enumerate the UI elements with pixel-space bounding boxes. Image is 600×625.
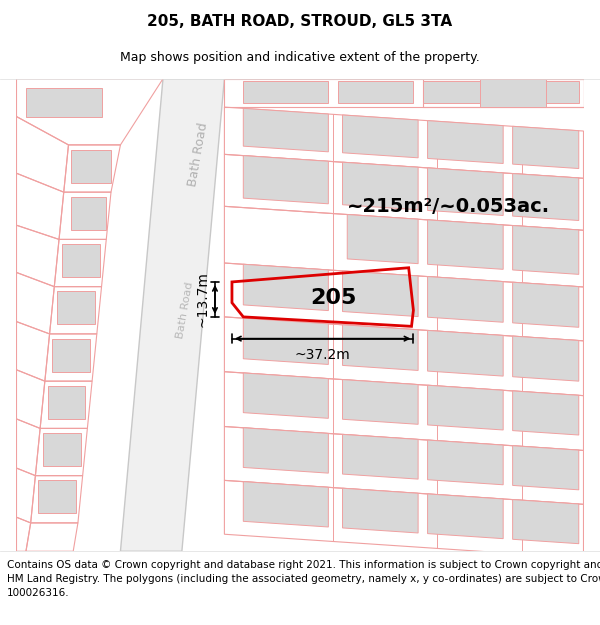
Polygon shape bbox=[512, 336, 579, 381]
Polygon shape bbox=[343, 325, 418, 371]
Polygon shape bbox=[244, 318, 328, 364]
Polygon shape bbox=[347, 214, 418, 264]
Polygon shape bbox=[71, 149, 111, 182]
Polygon shape bbox=[428, 220, 503, 269]
Polygon shape bbox=[428, 440, 503, 485]
Polygon shape bbox=[428, 121, 503, 164]
Polygon shape bbox=[244, 108, 328, 152]
Polygon shape bbox=[244, 81, 328, 103]
Polygon shape bbox=[428, 494, 503, 539]
Polygon shape bbox=[428, 168, 503, 216]
Polygon shape bbox=[38, 481, 76, 514]
Polygon shape bbox=[71, 197, 106, 230]
Text: ~37.2m: ~37.2m bbox=[295, 348, 350, 362]
Polygon shape bbox=[479, 79, 546, 107]
Polygon shape bbox=[343, 162, 418, 210]
Polygon shape bbox=[423, 81, 499, 103]
Text: Contains OS data © Crown copyright and database right 2021. This information is : Contains OS data © Crown copyright and d… bbox=[7, 560, 600, 598]
Polygon shape bbox=[428, 277, 503, 322]
Polygon shape bbox=[343, 271, 418, 317]
Polygon shape bbox=[512, 226, 579, 274]
Polygon shape bbox=[512, 174, 579, 221]
Polygon shape bbox=[244, 373, 328, 418]
Polygon shape bbox=[43, 433, 81, 466]
Polygon shape bbox=[343, 434, 418, 479]
Polygon shape bbox=[26, 88, 101, 116]
Polygon shape bbox=[338, 81, 413, 103]
Polygon shape bbox=[57, 291, 95, 324]
Polygon shape bbox=[428, 331, 503, 376]
Text: 205: 205 bbox=[310, 288, 356, 308]
Text: ~13.7m: ~13.7m bbox=[195, 271, 209, 328]
Text: Bath Road: Bath Road bbox=[175, 281, 194, 339]
Polygon shape bbox=[121, 79, 224, 551]
Text: Bath Road: Bath Road bbox=[186, 121, 210, 188]
Polygon shape bbox=[512, 282, 579, 328]
Text: 205, BATH ROAD, STROUD, GL5 3TA: 205, BATH ROAD, STROUD, GL5 3TA bbox=[148, 14, 452, 29]
Polygon shape bbox=[244, 156, 328, 204]
Polygon shape bbox=[62, 244, 100, 278]
Text: Map shows position and indicative extent of the property.: Map shows position and indicative extent… bbox=[120, 51, 480, 64]
Polygon shape bbox=[428, 385, 503, 430]
Text: ~215m²/~0.053ac.: ~215m²/~0.053ac. bbox=[347, 197, 550, 216]
Polygon shape bbox=[343, 115, 418, 158]
Polygon shape bbox=[508, 81, 579, 103]
Polygon shape bbox=[47, 386, 85, 419]
Polygon shape bbox=[512, 391, 579, 435]
Polygon shape bbox=[512, 126, 579, 169]
Polygon shape bbox=[512, 446, 579, 490]
Polygon shape bbox=[244, 428, 328, 473]
Polygon shape bbox=[244, 482, 328, 527]
Polygon shape bbox=[244, 264, 328, 311]
Polygon shape bbox=[343, 379, 418, 424]
Polygon shape bbox=[52, 339, 90, 372]
Polygon shape bbox=[343, 488, 418, 533]
Polygon shape bbox=[512, 499, 579, 544]
